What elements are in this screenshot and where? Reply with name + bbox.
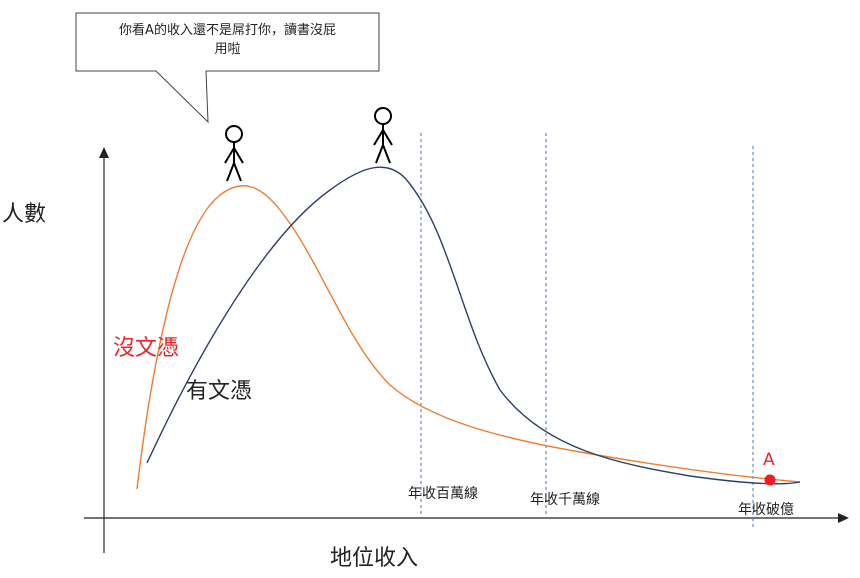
ref-label-million: 年收百萬線	[408, 486, 478, 502]
speech-line-1: 你看A的收入還不是屌打你，讀書沒屁	[119, 23, 336, 38]
y-axis-arrow	[99, 147, 109, 158]
speech-bubble-shape	[75, 12, 380, 124]
ref-label-hundred-million: 年收破億	[738, 502, 794, 518]
ref-label-ten-million: 年收千萬線	[530, 492, 600, 508]
curve-educated	[146, 166, 801, 485]
y-axis-label: 人數	[2, 202, 47, 227]
point-a-marker	[764, 474, 776, 486]
speech-bubble-text: 你看A的收入還不是屌打你，讀書沒屁 用啦	[76, 13, 379, 71]
point-a-label: A	[763, 450, 775, 470]
stick-figure-left-icon	[224, 125, 244, 182]
stick-figure-right-icon	[373, 107, 393, 164]
speech-line-2: 用啦	[214, 42, 241, 57]
x-axis-label: 地位收入	[330, 546, 419, 571]
curve-no-education	[136, 185, 801, 490]
x-axis-arrow	[838, 513, 849, 523]
series-label-no-education: 沒文憑	[113, 336, 180, 361]
series-label-educated: 有文憑	[186, 379, 253, 404]
